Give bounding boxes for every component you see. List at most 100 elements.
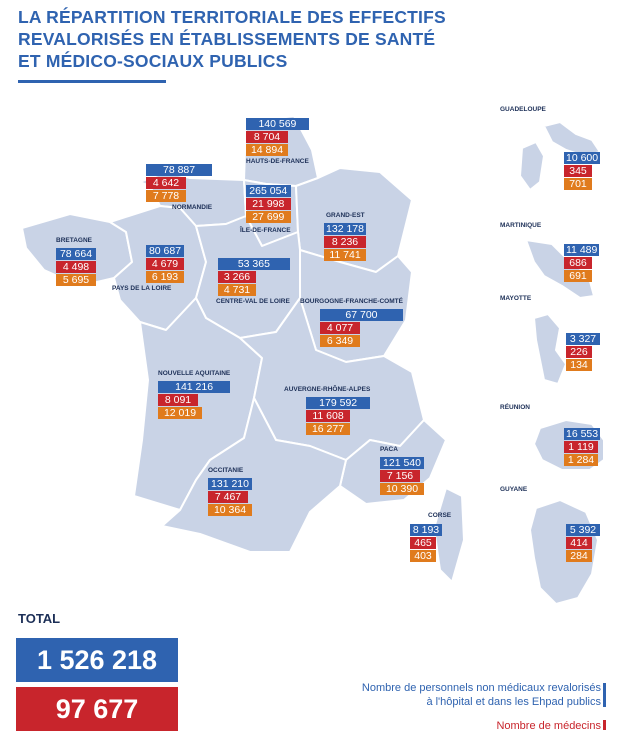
stat-doctors: 686 [564, 257, 592, 269]
stat-doctors: 11 608 [306, 410, 350, 422]
stat-doctors: 4 077 [320, 322, 360, 334]
region-bretagne: BRETAGNE 78 664 4 498 5 695 [56, 237, 96, 287]
stat-nonmedical: 265 054 [246, 185, 291, 197]
region-label: GUADELOUPE [500, 106, 546, 113]
stat-doctors: 7 156 [380, 470, 420, 482]
stat-orange: 10 390 [380, 483, 424, 495]
stat-orange: 6 193 [146, 271, 184, 283]
stat-doctors: 8 091 [158, 394, 198, 406]
land-guadeloupe [519, 141, 545, 191]
stat-orange: 284 [566, 550, 592, 562]
region-label: OCCITANIE [208, 467, 244, 474]
stat-doctors: 4 498 [56, 261, 96, 273]
stat-nonmedical: 53 365 [218, 258, 290, 270]
stat-nonmedical: 140 569 [246, 118, 309, 130]
stat-orange: 11 741 [324, 249, 366, 261]
region-pays-de-la-loire: 80 687 4 679 6 193 PAYS DE LA LOIRE [112, 245, 184, 293]
stat-nonmedical: 131 210 [208, 478, 252, 490]
stat-doctors: 226 [566, 346, 592, 358]
region-label: MARTINIQUE [500, 222, 542, 229]
region-label: RÉUNION [500, 404, 530, 411]
region-label: PAYS DE LA LOIRE [112, 285, 172, 292]
stat-nonmedical: 141 216 [158, 381, 231, 393]
title-line-3: ET MÉDICO-SOCIAUX PUBLICS [18, 51, 288, 71]
title-line-2: REVALORISÉS EN ÉTABLISSEMENTS DE SANTÉ [18, 29, 436, 49]
total-doctors: 97 677 [16, 687, 178, 731]
land-mayotte [533, 313, 567, 385]
legend-nonmedical-line-2: à l'hôpital et dans les Ehpad publics [426, 696, 601, 708]
legend-nonmedical-line-1: Nombre de personnels non médicaux revalo… [361, 682, 601, 694]
stat-doctors: 8 236 [324, 236, 366, 248]
stat-orange: 27 699 [246, 211, 291, 223]
legend-doctors-text: Nombre de médecins [496, 720, 601, 732]
stat-nonmedical: 78 664 [56, 248, 96, 260]
region-guadeloupe: GUADELOUPE 10 600 345 701 [500, 106, 601, 191]
legend-doctors: Nombre de médecins [496, 719, 601, 733]
region-martinique: MARTINIQUE 11 489 686 691 [500, 222, 600, 283]
total-nonmedical: 1 526 218 [16, 638, 178, 682]
stat-orange: 16 277 [306, 423, 350, 435]
stat-doctors: 345 [564, 165, 592, 177]
stat-doctors: 3 266 [218, 271, 256, 283]
legend-doctors-swatch [603, 720, 606, 730]
title-underline [18, 80, 166, 83]
legend-nonmedical: Nombre de personnels non médicaux revalo… [362, 681, 601, 709]
page-title: LA RÉPARTITION TERRITORIALE DES EFFECTIF… [18, 6, 538, 72]
region-label: NORMANDIE [172, 204, 213, 211]
total-label: TOTAL [18, 611, 61, 626]
legend-nonmedical-swatch [603, 683, 606, 707]
stat-orange: 701 [564, 178, 592, 190]
stat-orange: 691 [564, 270, 592, 282]
region-normandie: 78 887 4 642 7 778 NORMANDIE [146, 164, 213, 212]
region-label: MAYOTTE [500, 295, 532, 302]
stat-doctors: 465 [410, 537, 436, 549]
stat-orange: 10 364 [208, 504, 252, 516]
stat-doctors: 1 119 [564, 441, 598, 453]
region-mayotte: MAYOTTE 3 327 226 134 [500, 295, 600, 372]
stat-doctors: 21 998 [246, 198, 291, 210]
region-bourgogne-franche-comte: BOURGOGNE-FRANCHE-COMTÉ 67 700 4 077 6 3… [300, 298, 403, 348]
region-label: BOURGOGNE-FRANCHE-COMTÉ [300, 298, 403, 305]
stat-doctors: 4 642 [146, 177, 186, 189]
stat-nonmedical: 10 600 [564, 152, 601, 164]
stat-doctors: 8 704 [246, 131, 288, 143]
stat-nonmedical: 78 887 [146, 164, 213, 176]
region-label: ÎLE-DE-FRANCE [240, 227, 291, 234]
region-label: GUYANE [500, 486, 528, 493]
title-line-1: LA RÉPARTITION TERRITORIALE DES EFFECTIF… [18, 7, 446, 27]
region-reunion: RÉUNION 16 553 1 119 1 284 [500, 404, 601, 467]
stat-nonmedical: 3 327 [566, 333, 600, 345]
stat-orange: 4 731 [218, 284, 256, 296]
region-label: CENTRE-VAL DE LOIRE [216, 298, 290, 305]
stat-orange: 1 284 [564, 454, 598, 466]
stat-nonmedical: 179 592 [306, 397, 371, 409]
stat-nonmedical: 67 700 [320, 309, 403, 321]
stat-orange: 134 [566, 359, 592, 371]
region-nouvelle-aquitaine: NOUVELLE AQUITAINE 141 216 8 091 12 019 [158, 370, 231, 420]
region-label: GRAND-EST [326, 212, 365, 219]
region-label: CORSE [428, 512, 452, 519]
region-centre-val-de-loire: 53 365 3 266 4 731 CENTRE-VAL DE LOIRE [216, 258, 290, 306]
stat-nonmedical: 8 193 [410, 524, 442, 536]
stat-orange: 6 349 [320, 335, 360, 347]
land-martinique [525, 239, 595, 299]
region-guyane: GUYANE 5 392 414 284 [500, 486, 600, 563]
stat-doctors: 7 467 [208, 491, 248, 503]
region-occitanie: OCCITANIE 131 210 7 467 10 364 [208, 467, 252, 517]
region-grand-est: GRAND-EST 132 178 8 236 11 741 [324, 212, 366, 262]
region-ile-de-france: 265 054 21 998 27 699 ÎLE-DE-FRANCE [240, 185, 291, 235]
region-label: PACA [380, 446, 398, 453]
stat-nonmedical: 5 392 [566, 524, 600, 536]
region-hauts-de-france: 140 569 8 704 14 894 HAUTS-DE-FRANCE [246, 118, 309, 166]
region-auvergne-rhone-alpes: AUVERGNE-RHÔNE-ALPES 179 592 11 608 16 2… [284, 386, 371, 436]
stat-nonmedical: 80 687 [146, 245, 184, 257]
stat-orange: 403 [410, 550, 436, 562]
stat-orange: 12 019 [158, 407, 202, 419]
stat-doctors: 4 679 [146, 258, 184, 270]
stat-doctors: 414 [566, 537, 592, 549]
region-label: HAUTS-DE-FRANCE [246, 158, 309, 165]
region-label: AUVERGNE-RHÔNE-ALPES [284, 386, 371, 393]
region-label: NOUVELLE AQUITAINE [158, 370, 231, 377]
stat-nonmedical: 16 553 [564, 428, 601, 440]
stat-nonmedical: 11 489 [564, 244, 600, 256]
